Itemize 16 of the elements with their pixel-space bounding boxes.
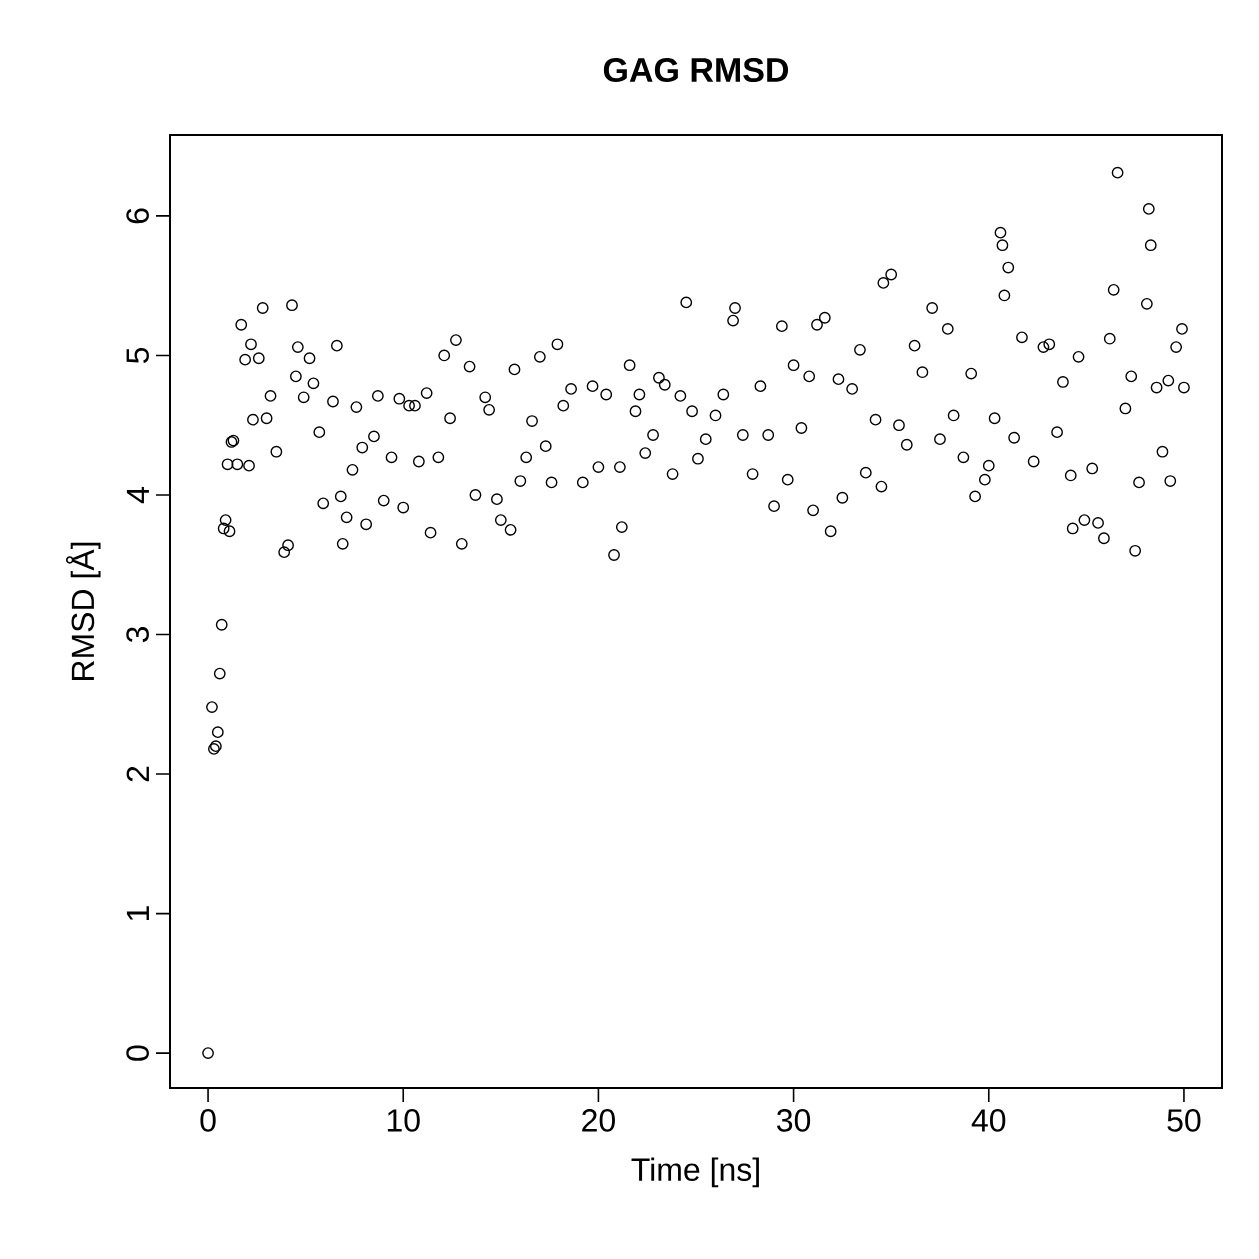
y-tick-label: 0 bbox=[126, 1045, 149, 1061]
y-tick-label: 5 bbox=[126, 347, 149, 364]
y-tick-label: 3 bbox=[126, 627, 149, 643]
x-tick-label: 20 bbox=[582, 1109, 615, 1132]
y-tick-label: 4 bbox=[126, 487, 149, 504]
y-axis-title: RMSD [Å] bbox=[65, 542, 101, 680]
chart-title: GAG RMSD bbox=[603, 57, 789, 83]
x-tick-label: 10 bbox=[387, 1109, 420, 1132]
x-tick-label: 0 bbox=[200, 1109, 216, 1132]
x-tick-label: 30 bbox=[777, 1109, 811, 1132]
y-tick-label: 1 bbox=[126, 906, 149, 921]
x-axis-title: Time [ns] bbox=[631, 1157, 759, 1188]
y-tick-label: 6 bbox=[126, 208, 149, 224]
y-tick-label: 2 bbox=[126, 766, 149, 782]
x-tick-label: 50 bbox=[1167, 1109, 1201, 1132]
x-tick-label: 40 bbox=[971, 1109, 1006, 1132]
